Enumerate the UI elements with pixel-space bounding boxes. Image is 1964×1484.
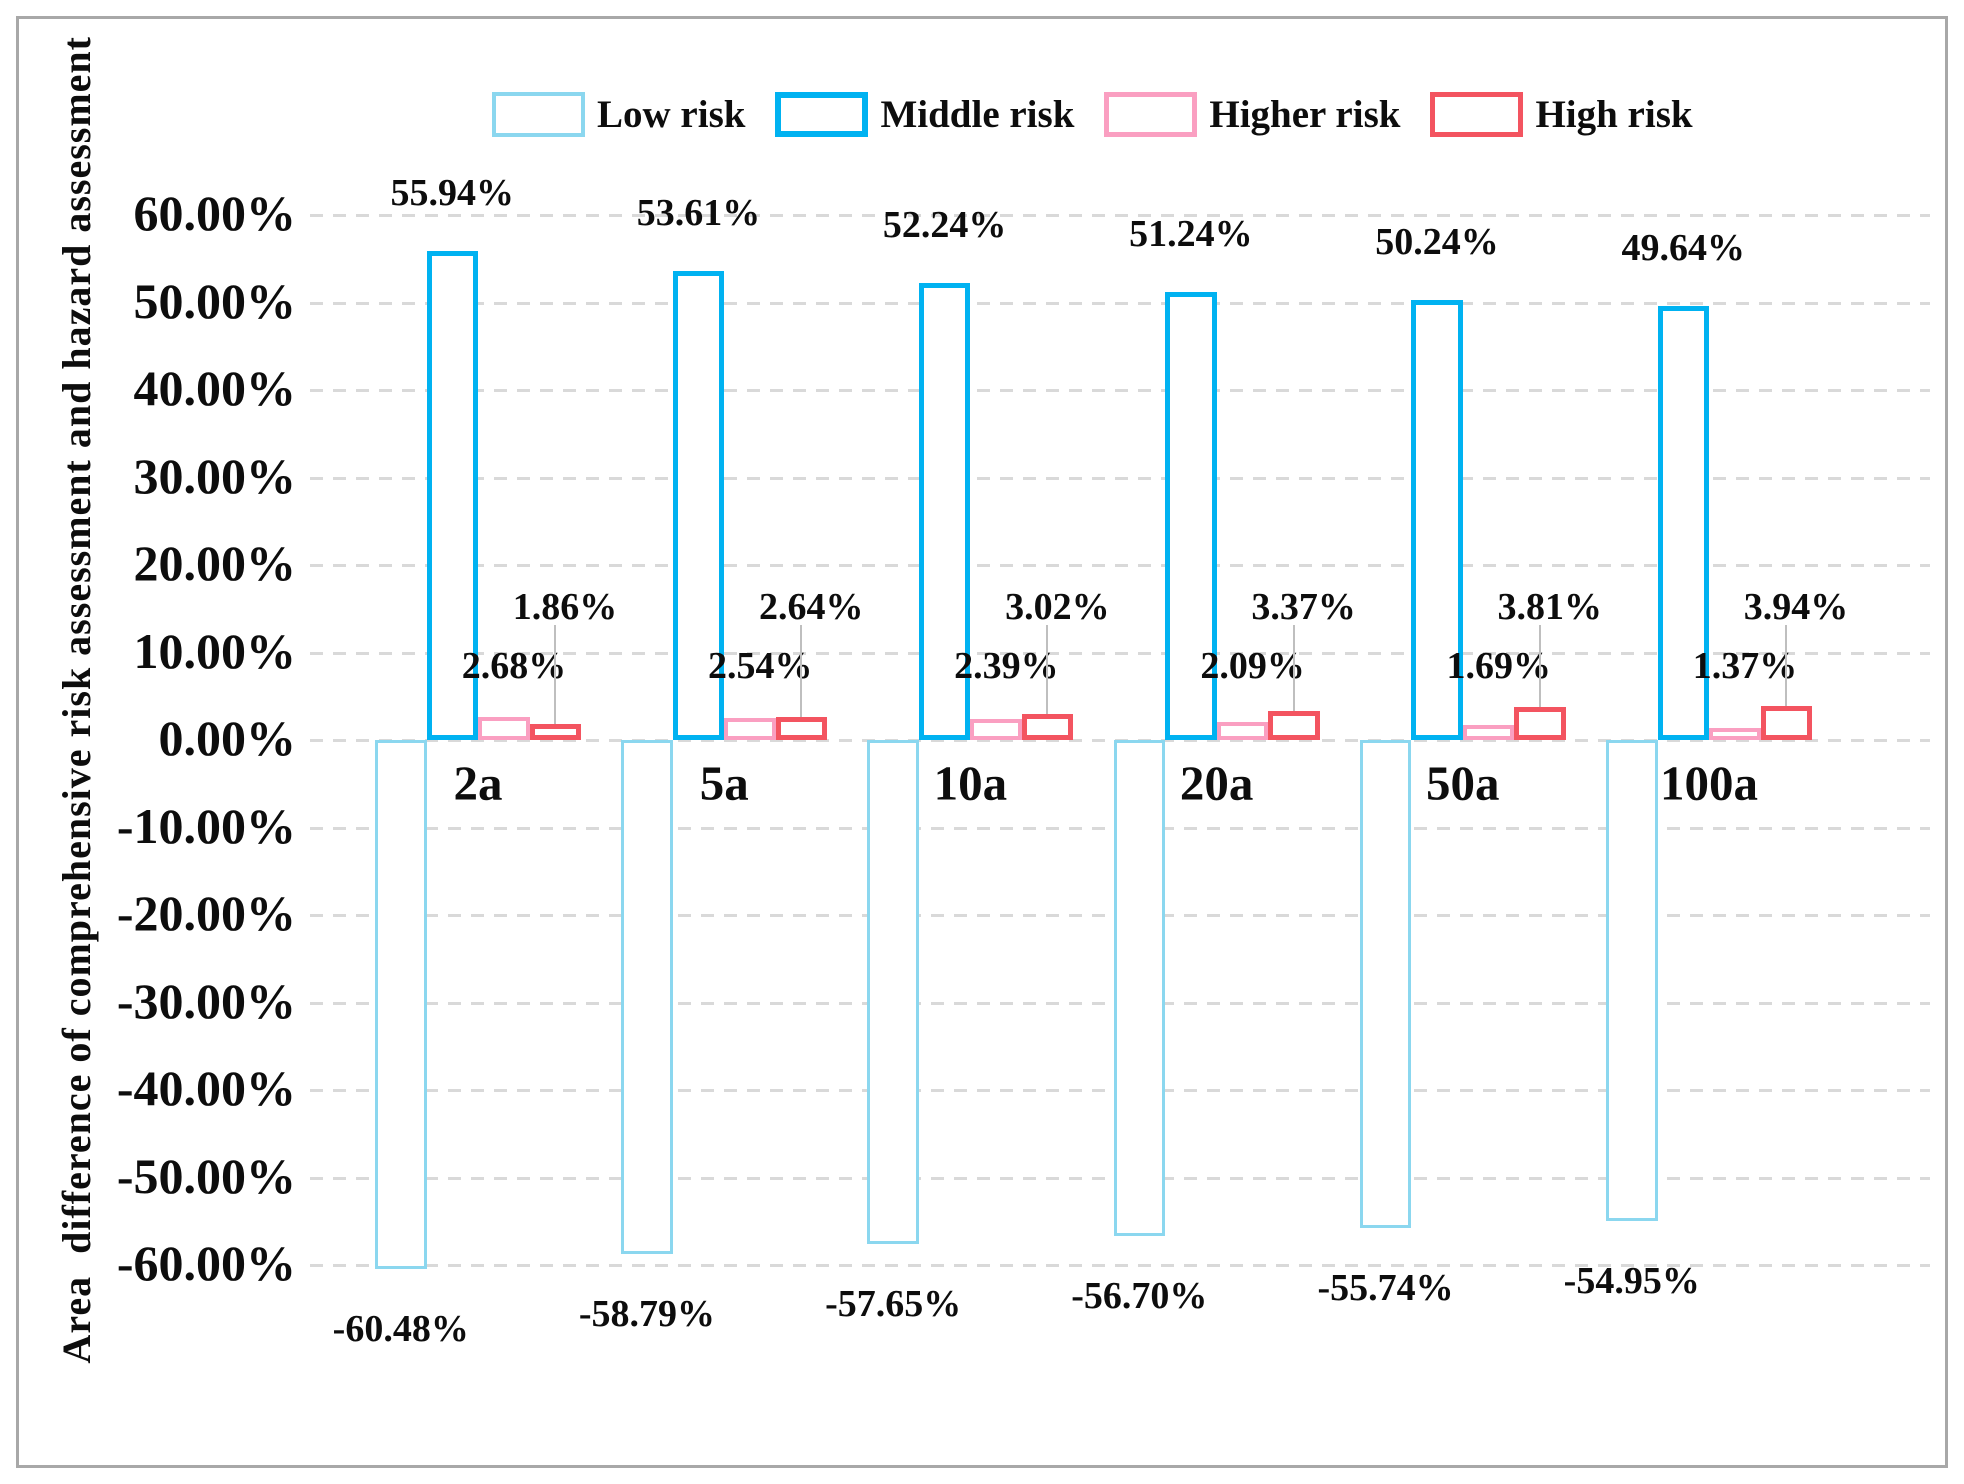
label-low-risk-100a: -54.95% [1563, 1259, 1700, 1302]
y-tick-label-10: 10.00% [133, 622, 297, 679]
label-high-risk-100a: 3.94% [1743, 586, 1849, 628]
y-tick-label--30: -30.00% [116, 972, 296, 1029]
bar-middle-risk-50a [1411, 300, 1463, 740]
bar-low-risk-50a [1359, 740, 1412, 1228]
bar-middle-risk-2a [426, 250, 478, 740]
bar-low-risk-100a [1606, 740, 1658, 1221]
bar-high-risk-50a [1514, 706, 1566, 740]
bar-low-risk-2a [375, 740, 427, 1270]
bar-high-risk-100a [1760, 705, 1812, 740]
y-tick-label-30: 30.00% [133, 447, 297, 504]
leader-line-high-risk-10a [1046, 625, 1049, 714]
leader-line-high-risk-100a [1785, 625, 1787, 706]
label-low-risk-50a: -55.74% [1317, 1266, 1454, 1309]
label-higher-risk-5a: 2.54% [707, 645, 813, 687]
label-high-risk-2a: 1.86% [512, 586, 618, 628]
leader-line-high-risk-2a [554, 625, 556, 724]
label-middle-risk-100a: 49.64% [1621, 226, 1746, 269]
label-higher-risk-50a: 1.69% [1446, 645, 1552, 687]
gridline-40 [310, 389, 1930, 392]
x-category-label-5a: 5a [699, 755, 749, 811]
leader-line-high-risk-5a [800, 625, 803, 717]
y-tick-label--10: -10.00% [116, 797, 296, 854]
legend: Low risk Middle risk Higher risk High risk [492, 92, 1693, 137]
label-higher-risk-2a: 2.68% [461, 645, 567, 687]
label-high-risk-20a: 3.37% [1251, 586, 1356, 628]
label-middle-risk-2a: 55.94% [390, 171, 515, 214]
legend-label: High risk [1535, 93, 1693, 136]
label-low-risk-2a: -60.48% [332, 1308, 469, 1351]
bar-high-risk-10a [1021, 713, 1074, 740]
bar-middle-risk-5a [672, 270, 725, 740]
gridline-30 [310, 476, 1930, 480]
label-middle-risk-20a: 51.24% [1129, 212, 1253, 255]
gridline-60 [310, 214, 1930, 217]
label-high-risk-10a: 3.02% [1005, 586, 1110, 628]
y-tick-label--50: -50.00% [116, 1147, 296, 1204]
label-middle-risk-5a: 53.61% [636, 191, 761, 234]
bar-higher-risk-20a [1216, 721, 1269, 740]
legend-swatch-middle-risk [775, 92, 869, 137]
y-tick-label-0: 0.00% [158, 710, 297, 766]
label-middle-risk-10a: 52.24% [882, 203, 1007, 246]
legend-label: Low risk [597, 93, 746, 136]
leader-line-high-risk-50a [1538, 625, 1541, 707]
y-tick-label-20: 20.00% [133, 535, 297, 591]
figure-frame [16, 16, 1948, 1468]
gridline-50 [310, 301, 1930, 305]
label-low-risk-10a: -57.65% [825, 1283, 962, 1326]
x-category-label-10a: 10a [933, 755, 1008, 811]
bar-higher-risk-2a [478, 716, 530, 740]
label-higher-risk-10a: 2.39% [954, 645, 1059, 687]
legend-item-high-risk: High risk [1430, 92, 1693, 137]
bar-high-risk-2a [529, 723, 581, 740]
bar-high-risk-20a [1268, 710, 1320, 740]
label-low-risk-20a: -56.70% [1071, 1275, 1208, 1318]
y-tick-label--20: -20.00% [116, 885, 296, 941]
y-tick-label--40: -40.00% [116, 1060, 296, 1116]
label-higher-risk-20a: 2.09% [1200, 645, 1305, 687]
label-low-risk-5a: -58.79% [578, 1293, 716, 1336]
bar-middle-risk-10a [918, 282, 971, 740]
x-category-label-20a: 20a [1179, 755, 1254, 811]
gridline--60 [310, 1264, 1930, 1267]
bar-low-risk-10a [867, 740, 919, 1245]
bar-higher-risk-50a [1462, 725, 1515, 740]
legend-label: Middle risk [880, 93, 1075, 136]
label-high-risk-5a: 2.64% [758, 586, 864, 628]
leader-line-high-risk-20a [1292, 625, 1295, 711]
label-higher-risk-100a: 1.37% [1692, 645, 1798, 687]
x-category-label-50a: 50a [1426, 755, 1500, 811]
label-middle-risk-50a: 50.24% [1375, 221, 1499, 264]
bar-middle-risk-100a [1657, 305, 1709, 740]
gridline-20 [310, 564, 1930, 567]
bar-high-risk-5a [775, 716, 828, 740]
legend-item-low-risk: Low risk [492, 92, 745, 137]
legend-item-middle-risk: Middle risk [775, 92, 1074, 137]
label-high-risk-50a: 3.81% [1497, 586, 1603, 628]
bar-low-risk-5a [621, 740, 673, 1255]
gridline-10 [310, 651, 1930, 655]
legend-label: Higher risk [1209, 93, 1401, 136]
y-tick-label-40: 40.00% [133, 360, 297, 416]
y-tick-label-60: 60.00% [133, 185, 297, 241]
y-tick-label--60: -60.00% [116, 1235, 296, 1291]
bar-low-risk-20a [1113, 740, 1166, 1237]
x-category-label-2a: 2a [453, 755, 503, 811]
bar-middle-risk-20a [1165, 291, 1217, 740]
legend-swatch-low-risk [492, 92, 585, 137]
bar-higher-risk-100a [1709, 728, 1761, 740]
legend-swatch-high-risk [1430, 92, 1524, 137]
bar-higher-risk-5a [724, 717, 776, 740]
bar-higher-risk-10a [970, 719, 1022, 740]
x-category-label-100a: 100a [1660, 755, 1758, 811]
legend-swatch-higher-risk [1104, 92, 1198, 137]
y-tick-label-50: 50.00% [133, 272, 297, 329]
legend-item-higher-risk: Higher risk [1104, 92, 1400, 137]
